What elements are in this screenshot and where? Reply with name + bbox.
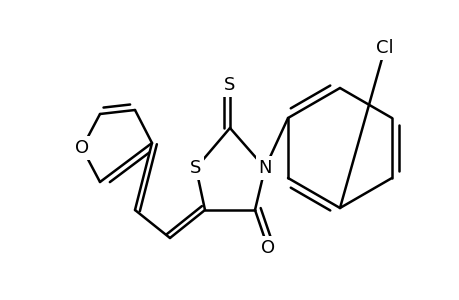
Text: O: O [260,239,274,257]
Text: O: O [75,139,89,157]
Text: N: N [257,159,271,177]
Text: S: S [190,159,201,177]
Text: S: S [224,76,235,94]
Text: Cl: Cl [375,39,393,57]
